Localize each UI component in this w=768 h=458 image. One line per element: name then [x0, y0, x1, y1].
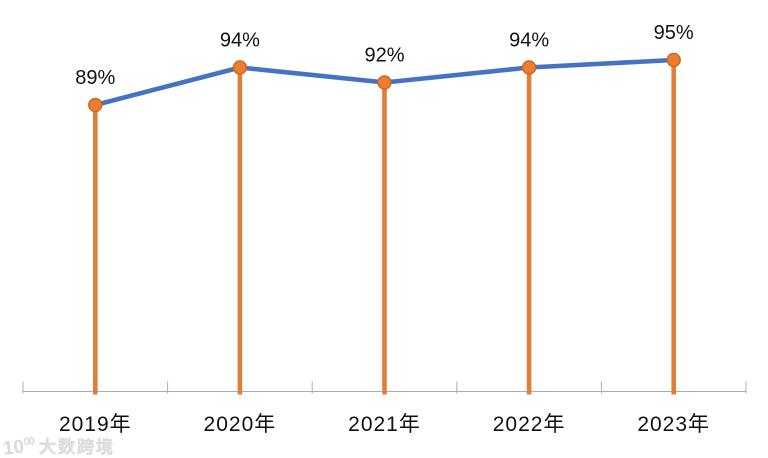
- data-label: 89%: [75, 67, 115, 89]
- data-point-marker: [666, 52, 681, 68]
- x-axis-label: 2020年: [204, 413, 277, 436]
- data-label: 92%: [364, 45, 404, 67]
- data-point-marker: [377, 75, 392, 90]
- x-axis-label: 2023年: [637, 413, 710, 436]
- data-label: 94%: [220, 30, 260, 52]
- x-axis-label: 2021年: [348, 413, 421, 436]
- data-label: 94%: [509, 30, 549, 52]
- x-axis-label: 2019年: [59, 413, 132, 436]
- data-point-marker: [521, 60, 537, 75]
- data-label: 95%: [654, 22, 694, 44]
- data-point-marker: [88, 97, 103, 113]
- data-point-marker: [232, 60, 248, 75]
- x-axis-label: 2022年: [493, 413, 566, 436]
